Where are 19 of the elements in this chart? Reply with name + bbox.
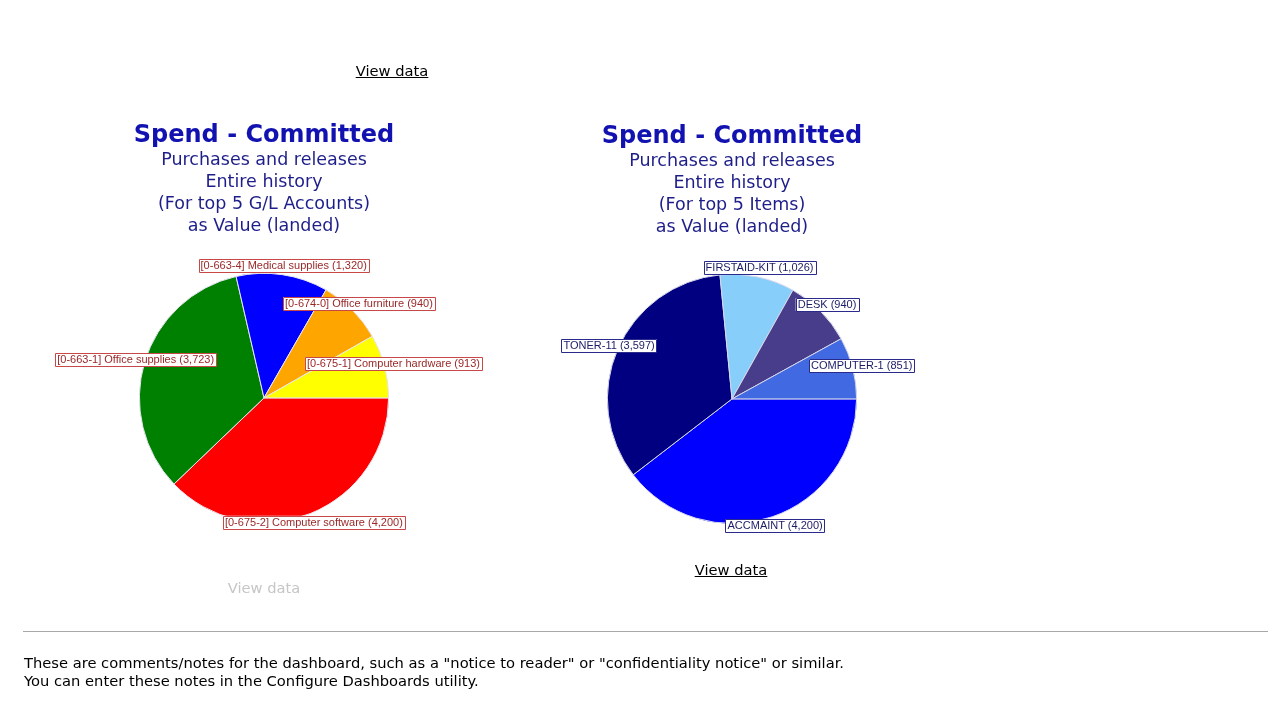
chart-subtitle: Purchases and releases Entire history (For top 5 Items) as Value (landed) [629,150,835,237]
text: View data [355,61,429,80]
text: You can enter these notes in the Configure Dashboards utility. [24,671,479,690]
chart-subtitle: Purchases and releases Entire history (For top 5 G/L Accounts) as Value (landed) [157,149,371,236]
chart-title: Spend - Committed [133,119,395,148]
slice-label: FIRSTAID-KIT (1,026) [705,261,814,274]
slice-label: ACCMAINT (4,200) [727,519,823,532]
slice-label: [0-663-4] Medical supplies (1,320) [200,258,367,271]
slice-label: [0-663-1] Office supplies (3,723) [57,353,215,366]
slice-label: [0-675-1] Computer hardware (913) [306,357,481,370]
text: View data [694,560,768,579]
slice-label: DESK (940) [797,298,857,311]
slice-label: TONER-11 (3,597) [563,339,655,352]
slice-label: [0-675-2] Computer software (4,200) [224,515,403,528]
slice-label: COMPUTER-1 (851) [810,359,913,372]
slice-label: [0-674-0] Office furniture (940) [285,296,433,309]
text: View data [227,578,301,597]
text: These are comments/notes for the dashboard, such as a "notice to reader" or "confidentiality notice" or similar. [24,653,845,672]
chart-title: Spend - Committed [601,120,863,149]
